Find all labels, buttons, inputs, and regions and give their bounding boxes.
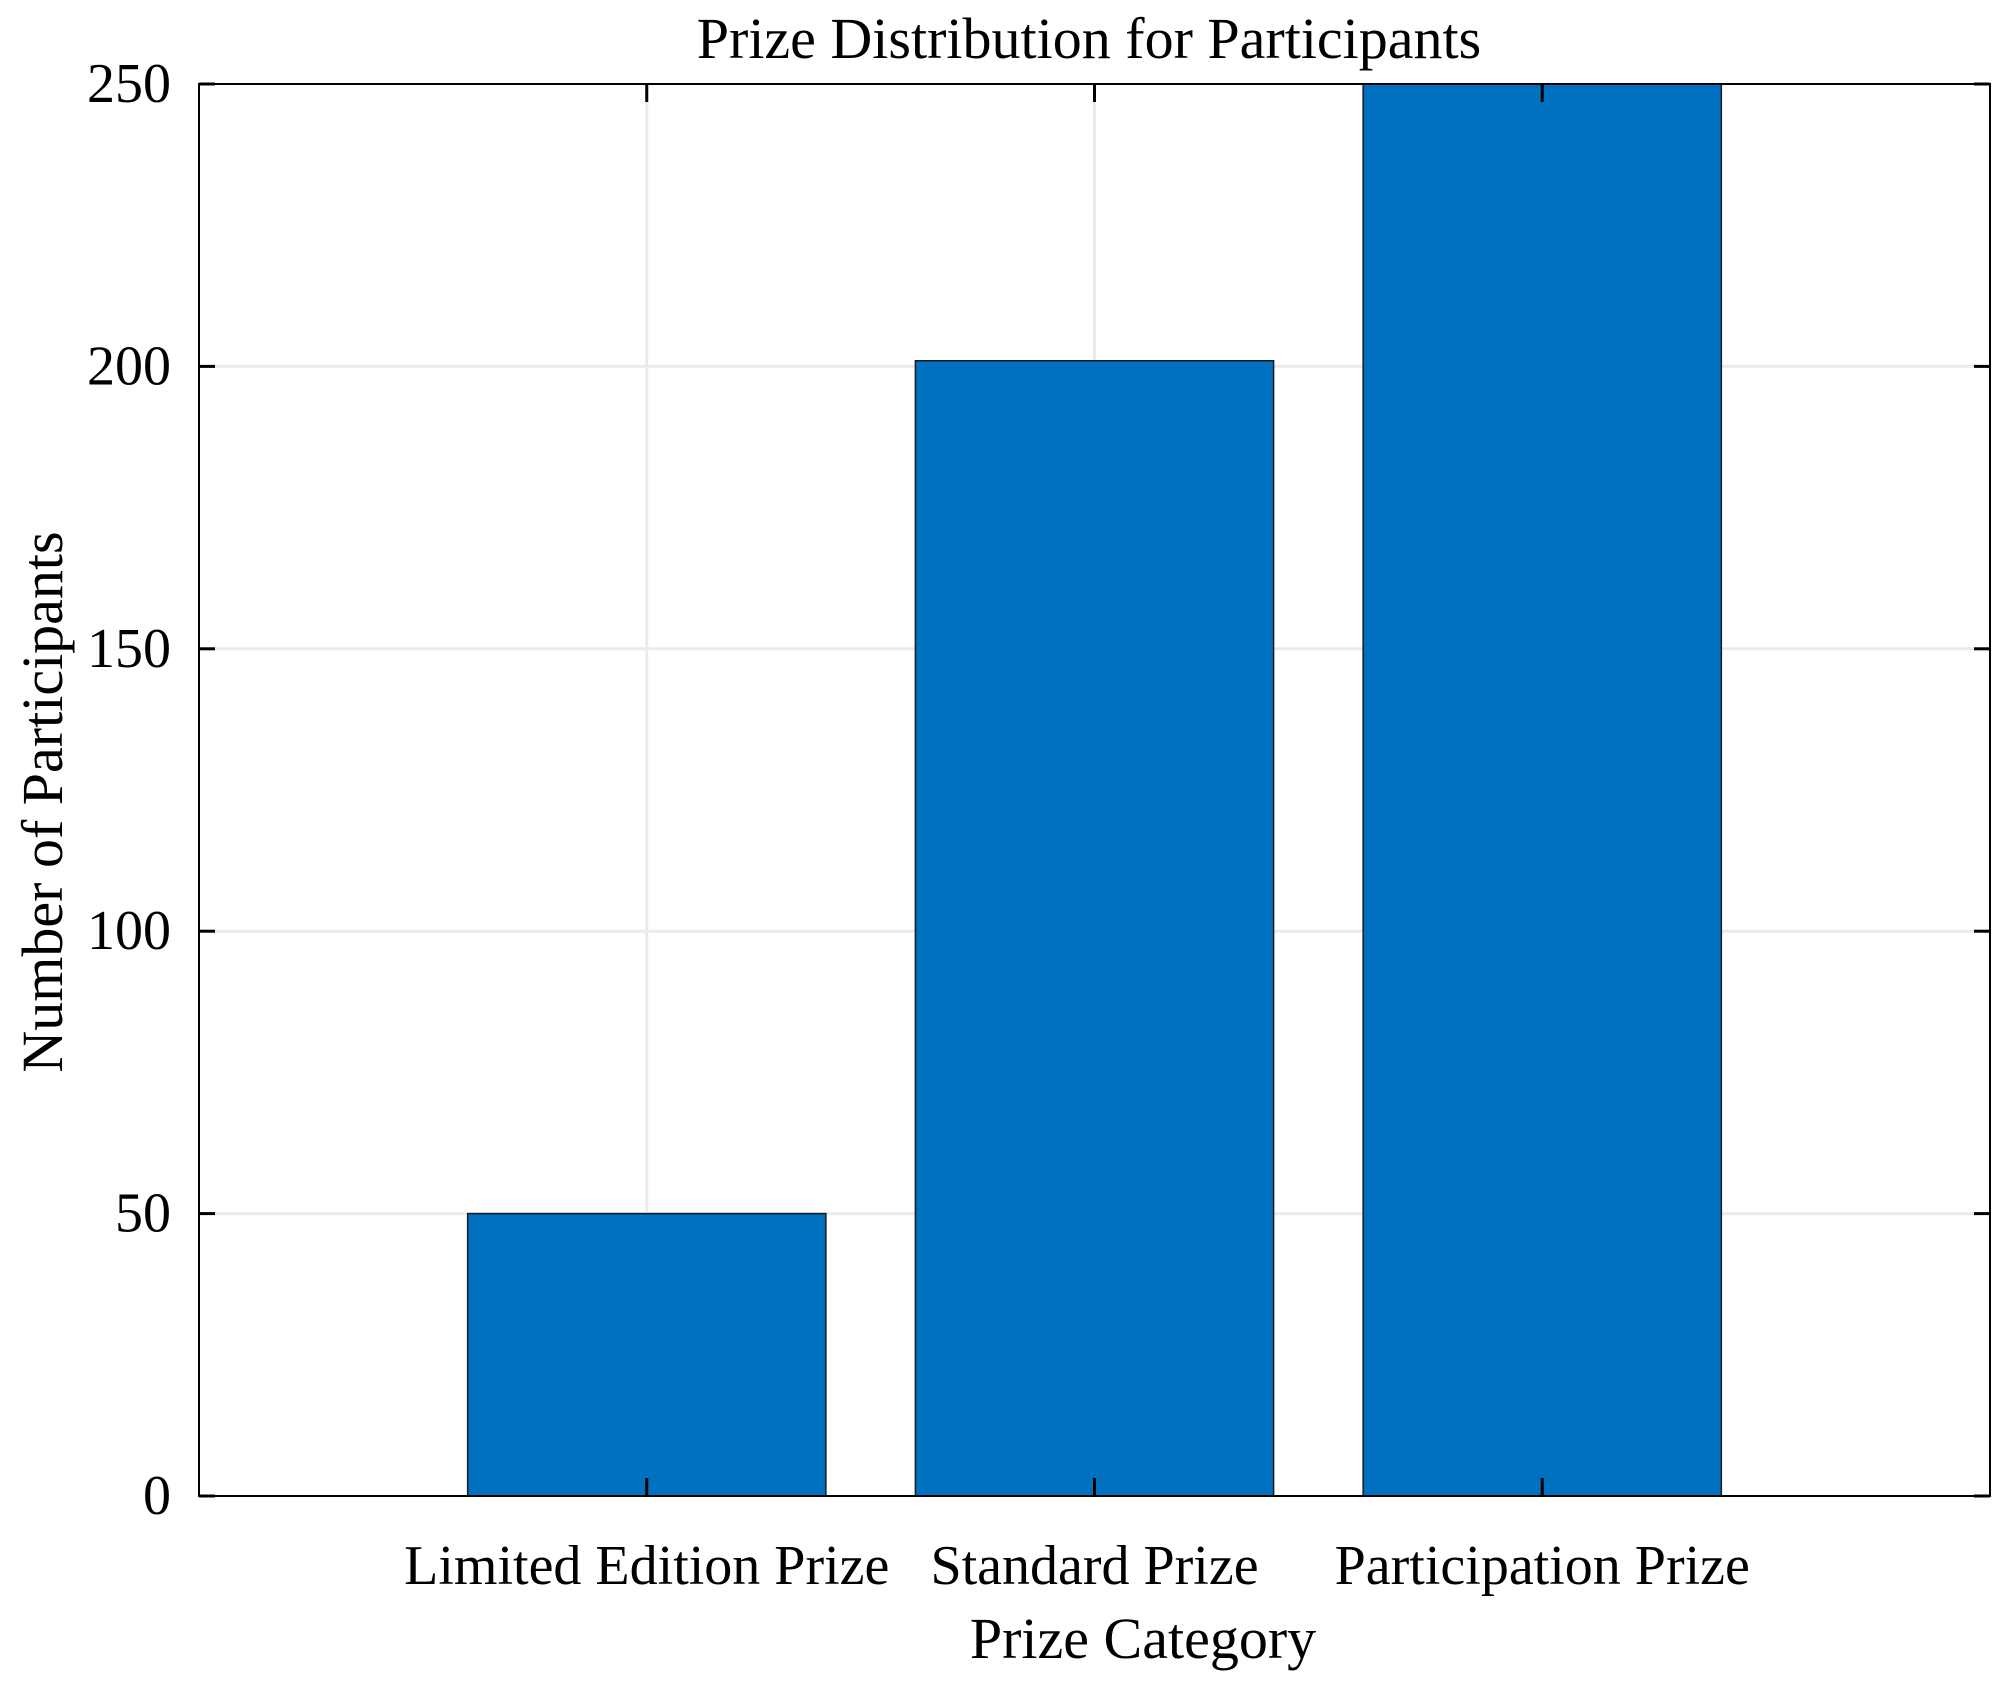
bars-layer [466,83,1723,1497]
y-tick-label: 150 [87,618,171,680]
x-category-label: Limited Edition Prize [404,1535,889,1597]
x-category-label: Standard Prize [930,1535,1258,1597]
y-tick-label: 50 [115,1183,171,1245]
y-tick-label: 200 [87,335,171,397]
y-tick-labels: 0 50 100 150 200 250 [87,53,171,1527]
chart-title: Prize Distribution for Participants [697,6,1481,71]
ticks-layer [199,82,1990,1498]
x-axis-label: Prize Category [970,1606,1316,1671]
y-tick-label: 0 [143,1465,171,1527]
y-tick-label: 250 [87,53,171,115]
x-tick-labels: Limited Edition Prize Standard Prize Parti… [404,1535,1750,1597]
bar [466,1212,827,1497]
y-tick-label: 100 [87,900,171,962]
bar [1362,83,1723,1497]
x-category-label: Participation Prize [1335,1535,1750,1597]
bar [914,360,1275,1497]
y-axis-label: Number of Participants [10,531,75,1072]
